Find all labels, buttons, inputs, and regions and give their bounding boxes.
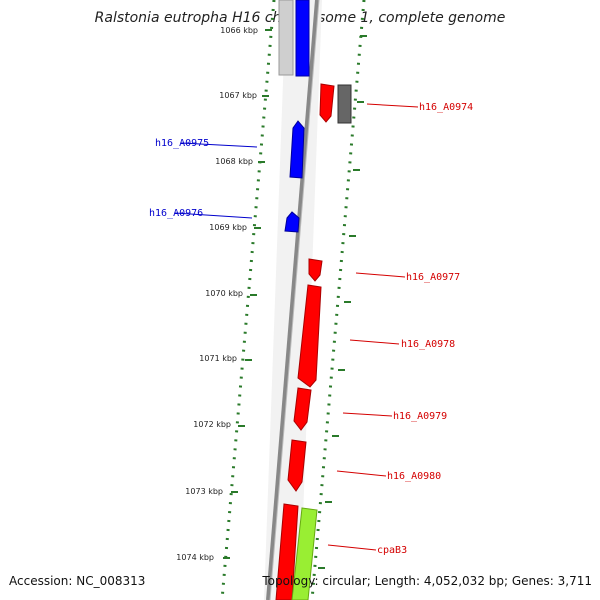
kbp-label: 1072 kbp [193,420,231,429]
gene-h16-A0977 [308,258,323,282]
kbp-label: 1069 kbp [209,223,247,232]
gene-h16-A0978 [297,284,322,388]
left-ruler [220,0,276,600]
grey-feature [278,0,294,76]
kbp-label: 1066 kbp [220,26,258,35]
kbp-label: 1073 kbp [185,487,223,496]
right-ruler [310,0,366,600]
grey-feature [337,84,352,124]
gene-label: cpaB3 [377,545,407,556]
kbp-label: 1074 kbp [176,553,214,562]
kbp-label: 1068 kbp [215,157,253,166]
kbp-label: 1071 kbp [199,354,237,363]
kbp-label: 1067 kbp [219,91,257,100]
blue-gene [295,0,310,77]
left-major-ticks [223,29,272,559]
genome-stats-text: Topology: circular; Length: 4,052,032 bp… [262,574,592,588]
gene-h16-A0980 [287,439,307,492]
accession-text: Accession: NC_008313 [9,574,146,588]
gene-label: h16_A0977 [406,272,460,283]
gene-cpaB3 [275,503,299,600]
gene-label: h16_A0975 [155,138,209,149]
gene-label: h16_A0976 [149,208,203,219]
green-feature [291,507,318,600]
right-major-ticks [318,35,367,569]
gene-h16-A0975 [289,120,305,179]
gene-label: h16_A0978 [401,339,455,350]
gene-label: h16_A0974 [419,102,473,113]
kbp-label: 1070 kbp [205,289,243,298]
gene-label: h16_A0979 [393,411,447,422]
gene-h16-A0976 [284,211,300,233]
backbone-line [266,0,319,600]
gene-h16-A0979 [293,387,312,431]
gene-h16-A0974 [319,83,335,123]
kbp-labels: 1066 kbp 1067 kbp 1068 kbp 1069 kbp 1070… [176,26,258,562]
gene-label: h16_A0980 [387,471,441,482]
